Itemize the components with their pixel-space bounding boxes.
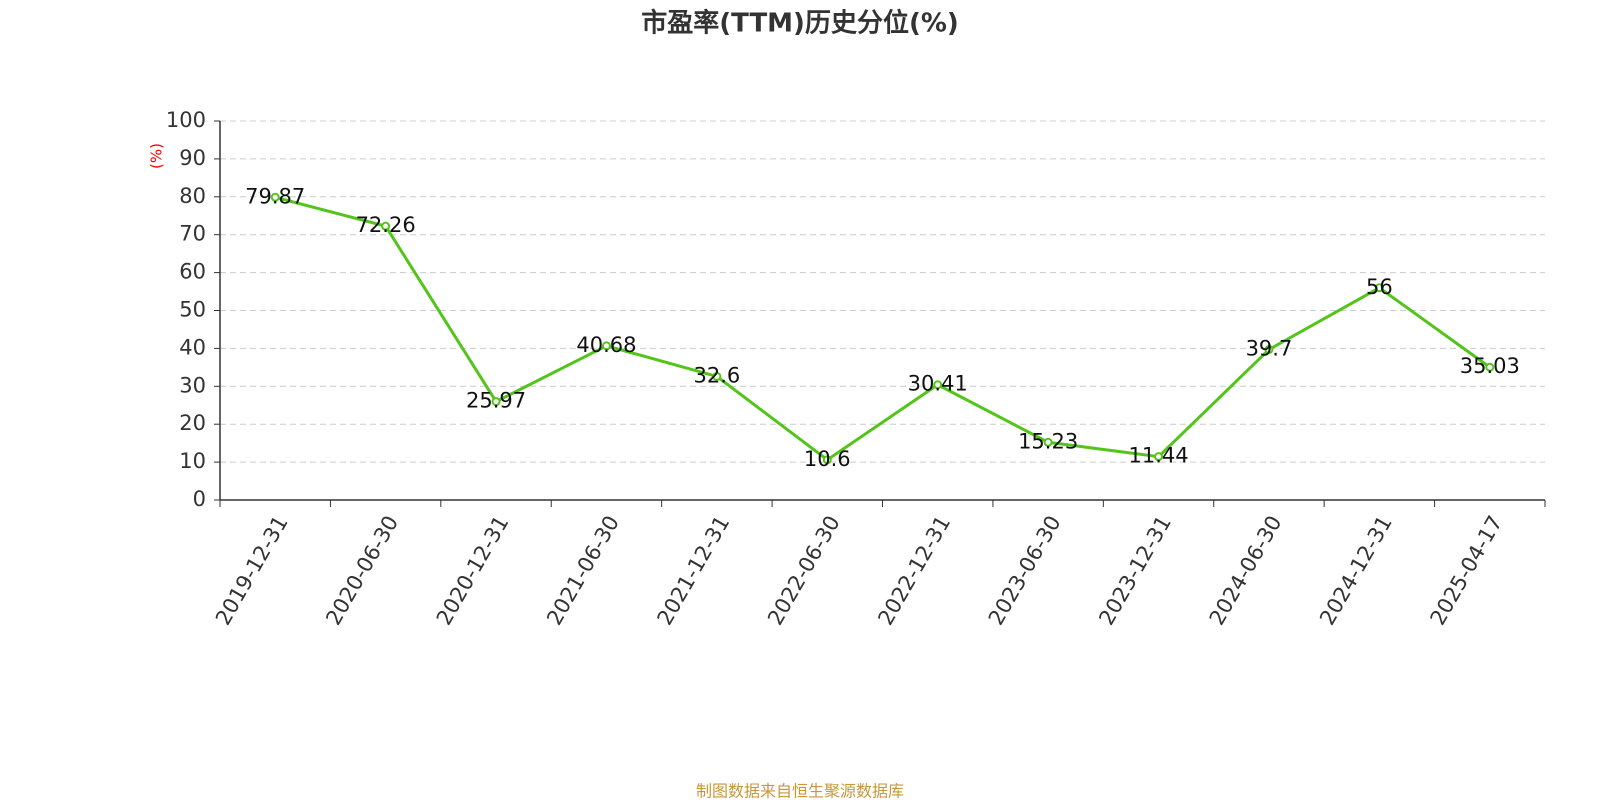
y-axis-label: (%) xyxy=(148,143,166,169)
point xyxy=(270,192,280,202)
y-tick-label: 100 xyxy=(166,108,206,132)
x-tick-label: 2022-12-31 xyxy=(873,512,955,630)
value-label: 11.44 xyxy=(1128,444,1188,468)
value-label: 32.6 xyxy=(693,363,740,387)
value-label: 79.87 xyxy=(245,184,305,208)
value-label: 25.97 xyxy=(466,389,526,413)
y-tick-label: 70 xyxy=(179,222,206,246)
source-note: 制图数据来自恒生聚源数据库 xyxy=(696,782,904,800)
x-tick-label: 2025-04-17 xyxy=(1426,512,1508,630)
x-tick-label: 2019-12-31 xyxy=(211,512,293,630)
point xyxy=(601,341,611,351)
value-label: 10.6 xyxy=(804,447,851,471)
x-tick-label: 2024-12-31 xyxy=(1315,512,1397,630)
value-label: 72.26 xyxy=(356,213,416,237)
value-label: 40.68 xyxy=(576,333,636,357)
x-tick-label: 2024-06-30 xyxy=(1205,512,1287,630)
point xyxy=(1264,345,1274,355)
y-tick-label: 10 xyxy=(179,449,206,473)
x-tick-label: 2021-12-31 xyxy=(653,512,735,630)
x-tick-label: 2023-06-30 xyxy=(984,512,1066,630)
point xyxy=(1374,283,1384,293)
y-tick-label: 50 xyxy=(179,298,206,322)
point xyxy=(491,397,501,407)
value-label: 39.7 xyxy=(1246,337,1293,361)
point xyxy=(822,455,832,465)
y-tick-label: 40 xyxy=(179,335,206,359)
line xyxy=(274,195,1491,462)
x-tick-label: 2023-12-31 xyxy=(1094,512,1176,630)
x-tick-label: 2021-06-30 xyxy=(542,512,624,630)
value-label: 15.23 xyxy=(1018,429,1078,453)
point xyxy=(381,221,391,231)
value-label: 30.41 xyxy=(908,372,968,396)
x-tick-label: 2020-12-31 xyxy=(432,512,514,630)
x-tick-label: 2022-06-30 xyxy=(763,512,845,630)
y-tick-label: 60 xyxy=(179,260,206,284)
point xyxy=(1154,452,1164,462)
point xyxy=(933,380,943,390)
chart-title: 市盈率(TTM)历史分位(%) xyxy=(641,8,959,39)
y-tick-label: 80 xyxy=(179,184,206,208)
point xyxy=(1485,362,1495,372)
x-tick-label: 2020-06-30 xyxy=(321,512,403,630)
y-tick-label: 30 xyxy=(179,373,206,397)
y-tick-label: 20 xyxy=(179,411,206,435)
value-label: 35.03 xyxy=(1460,354,1520,378)
value-label: 56 xyxy=(1366,275,1393,299)
y-tick-label: 90 xyxy=(179,146,206,170)
point xyxy=(712,371,722,381)
point xyxy=(1043,437,1053,447)
y-tick-label: 0 xyxy=(193,487,206,511)
